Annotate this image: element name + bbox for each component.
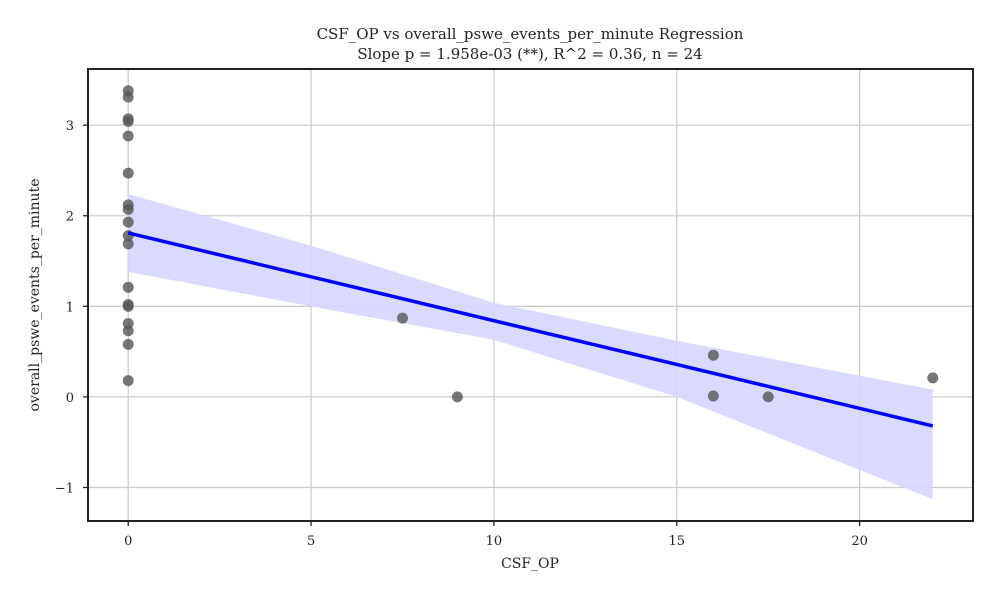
y-tick-label: 0 [66,391,74,406]
data-point [397,312,409,324]
data-point [927,372,939,384]
x-axis-label: CSF_OP [501,556,559,572]
data-point [122,281,134,293]
chart-title: CSF_OP vs overall_pswe_events_per_minute… [316,25,744,43]
y-tick-label: −1 [55,481,74,496]
data-point [122,203,134,215]
data-point [122,130,134,142]
data-point [122,338,134,350]
x-tick-label: 5 [307,534,315,549]
data-point [451,391,463,403]
plot-frame [87,68,974,522]
y-tick-label: 2 [66,210,74,225]
x-tick-label: 10 [486,534,503,549]
data-point [122,91,134,103]
y-tick-label: 3 [66,119,74,134]
data-point [122,116,134,128]
data-point [122,325,134,337]
data-point [707,349,719,361]
data-point [122,375,134,387]
data-point [762,391,774,403]
x-tick-label: 0 [124,534,132,549]
x-tick-label: 20 [851,534,868,549]
y-tick-label: 1 [66,300,74,315]
data-point [707,390,719,402]
x-tick-label: 15 [669,534,686,549]
regression-line [127,231,934,428]
data-point [122,167,134,179]
confidence-band [128,194,933,500]
data-point [122,300,134,312]
data-point [122,216,134,228]
data-point [122,238,134,250]
chart-subtitle: Slope p = 1.958e-03 (**), R^2 = 0.36, n … [357,45,703,63]
y-axis-label: overall_pswe_events_per_minute [27,178,43,412]
